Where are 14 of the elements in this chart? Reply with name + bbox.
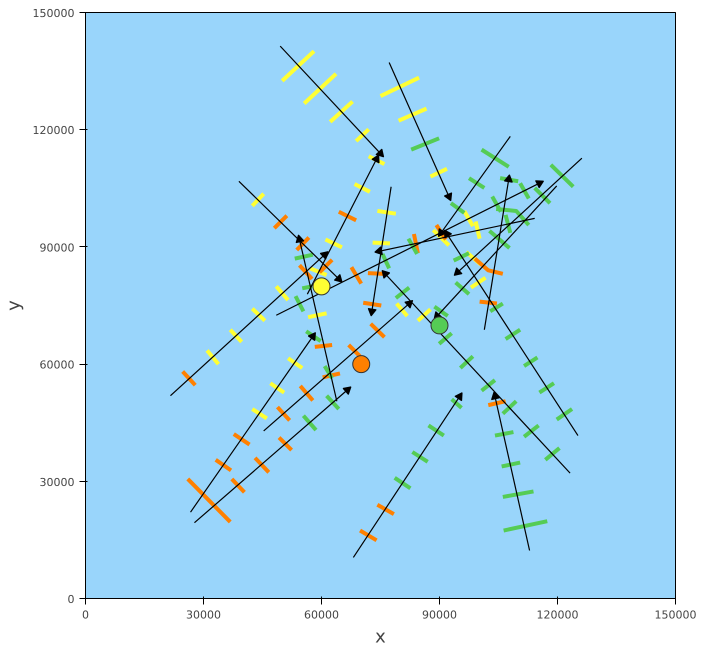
y-axis-title: y xyxy=(4,300,25,311)
x-tick-label: 120000 xyxy=(536,608,579,622)
y-tick-label: 60000 xyxy=(40,358,75,372)
x-tick-label: 30000 xyxy=(186,608,222,622)
x-axis-title: x xyxy=(375,626,386,648)
y-tick-label: 90000 xyxy=(40,241,75,254)
y-tick-label: 120000 xyxy=(32,124,75,138)
x-tick-label: 150000 xyxy=(654,608,697,622)
y-tick-label: 150000 xyxy=(32,7,75,20)
x-tick-label: 90000 xyxy=(422,608,458,622)
x-tick-label: 60000 xyxy=(304,608,340,622)
y-tick-label: 30000 xyxy=(40,476,75,489)
y-tick-label: 0 xyxy=(68,593,74,606)
x-tick-label: 0 xyxy=(82,608,89,622)
